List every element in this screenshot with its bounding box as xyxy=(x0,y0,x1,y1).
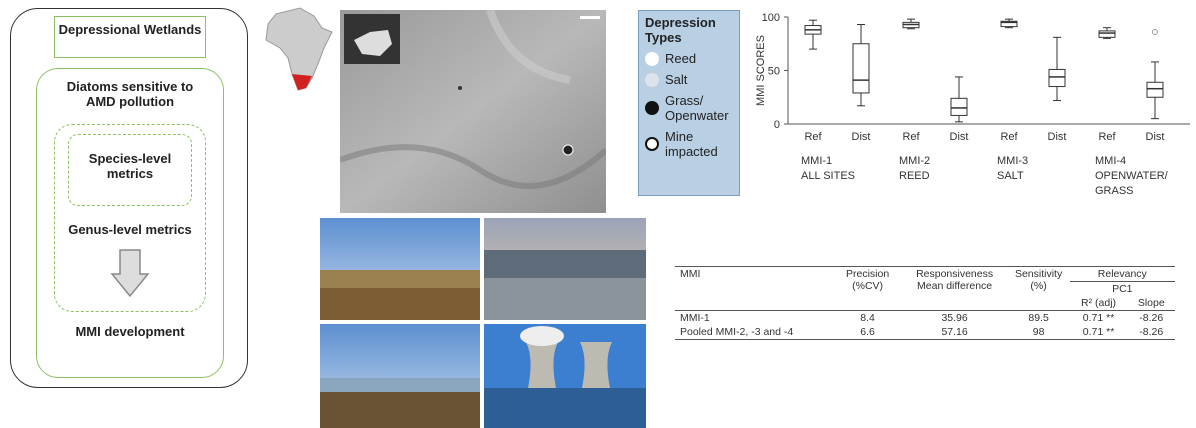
satellite-map xyxy=(340,10,606,213)
y-tick-label: 50 xyxy=(768,66,780,78)
legend-dot xyxy=(645,52,659,66)
table-cell: MMI-1 xyxy=(675,311,834,326)
group-label: MMI-2 xyxy=(899,155,930,167)
group-label: MMI-1 xyxy=(801,155,832,167)
legend-item: Reed xyxy=(645,51,739,66)
legend-title: Depression Types xyxy=(645,15,725,45)
table-header: MMI xyxy=(675,267,834,311)
flow-text: Genus-level metrics xyxy=(54,222,206,237)
table-cell: 35.96 xyxy=(902,311,1008,326)
x-tick-label: Dist xyxy=(950,131,969,143)
table-header: Slope xyxy=(1128,296,1175,311)
x-tick-label: Dist xyxy=(1146,131,1165,143)
x-tick-label: Dist xyxy=(852,131,871,143)
x-tick-label: Ref xyxy=(1098,131,1116,143)
group-label: OPENWATER/ xyxy=(1095,170,1169,182)
legend-label: Salt xyxy=(665,72,687,87)
flow-text: Diatoms sensitive to AMD pollution xyxy=(67,79,193,109)
legend-dot xyxy=(645,73,659,87)
x-tick-label: Ref xyxy=(902,131,920,143)
table-cell: 0.71 ** xyxy=(1070,311,1128,326)
outlier xyxy=(1153,29,1158,34)
table-header: Relevancy xyxy=(1070,267,1175,282)
group-label: GRASS xyxy=(1095,185,1134,197)
table-cell: Pooled MMI-2, -3 and -4 xyxy=(675,325,834,340)
legend: Depression Types Reed Salt Grass/ Openwa… xyxy=(638,10,740,196)
table-cell: 0.71 ** xyxy=(1070,325,1128,340)
table-header: Responsiveness Mean difference xyxy=(902,267,1008,311)
box xyxy=(1099,31,1115,37)
x-tick-label: Dist xyxy=(1048,131,1067,143)
legend-item: Mine impacted xyxy=(645,129,739,159)
y-axis-label: MMI SCORES xyxy=(755,35,767,106)
group-label: SALT xyxy=(997,170,1024,182)
legend-label: Mine impacted xyxy=(665,129,725,159)
flow-box: Depressional Wetlands xyxy=(54,16,206,58)
page: {"flow": {"top": "Depressional Wetlands"… xyxy=(0,0,1196,428)
x-tick-label: Ref xyxy=(1000,131,1018,143)
table-cell: 89.5 xyxy=(1008,311,1070,326)
africa-map xyxy=(262,4,338,92)
table-cell: -8.26 xyxy=(1128,325,1175,340)
metrics-table: MMI Precision (%CV) Responsiveness Mean … xyxy=(675,266,1175,340)
table-header: R² (adj) xyxy=(1070,296,1128,311)
legend-label: Reed xyxy=(665,51,696,66)
table-cell: -8.26 xyxy=(1128,311,1175,326)
legend-label: Grass/ Openwater xyxy=(665,93,735,123)
table-cell: 6.6 xyxy=(834,325,902,340)
table-header: PC1 xyxy=(1070,282,1175,297)
y-tick-label: 100 xyxy=(762,12,780,24)
flow-text: MMI development xyxy=(54,324,206,339)
flow-text: Species-level metrics xyxy=(89,151,171,181)
legend-item: Grass/ Openwater xyxy=(645,93,739,123)
legend-item: Salt xyxy=(645,72,739,87)
table-header: Precision (%CV) xyxy=(834,267,902,311)
group-label: ALL SITES xyxy=(801,170,855,182)
photos xyxy=(320,218,646,428)
x-tick-label: Ref xyxy=(804,131,822,143)
group-label: REED xyxy=(899,170,930,182)
box xyxy=(853,44,869,93)
table-cell: 57.16 xyxy=(902,325,1008,340)
box xyxy=(1147,82,1163,97)
box xyxy=(951,98,967,115)
group-label: MMI-3 xyxy=(997,155,1028,167)
arrow xyxy=(110,248,150,300)
flow-box: Species-level metrics xyxy=(68,134,192,206)
y-tick-label: 0 xyxy=(774,119,780,131)
legend-dot xyxy=(645,101,659,115)
box xyxy=(1049,69,1065,86)
table-cell: 8.4 xyxy=(834,311,902,326)
legend-dot xyxy=(645,137,659,151)
table-header-row: MMI Precision (%CV) Responsiveness Mean … xyxy=(675,267,1175,282)
table-cell: 98 xyxy=(1008,325,1070,340)
box-chart: 0 50 100 MMI SCORES MMI-1 ALL SITES Ref Dist MMI… xyxy=(750,0,1196,205)
group-label: MMI-4 xyxy=(1095,155,1126,167)
table-header: Sensitivity (%) xyxy=(1008,267,1070,311)
flow-text: Depressional Wetlands xyxy=(59,22,202,37)
